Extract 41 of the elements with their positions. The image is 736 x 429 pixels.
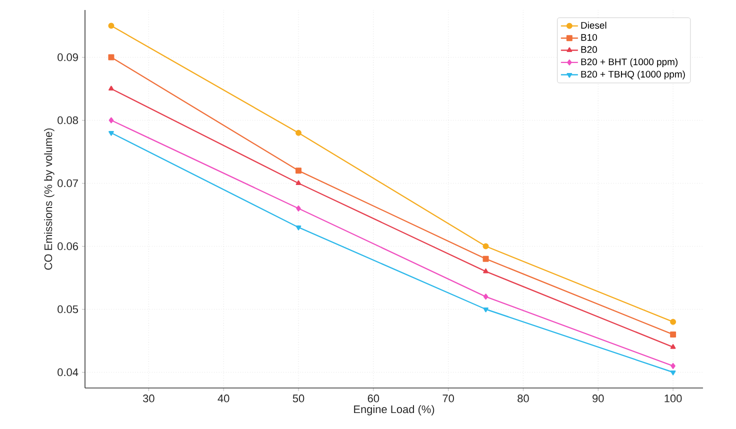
point — [296, 205, 301, 212]
point — [108, 86, 114, 91]
point — [670, 344, 676, 349]
point — [670, 362, 676, 369]
point — [670, 318, 676, 325]
y-axis-title: CO Emissions (% by volume) — [44, 128, 54, 270]
point — [483, 307, 488, 312]
y-tick-label: 0.09 — [58, 53, 78, 62]
legend-label: B20 + BHT (1000 ppm) — [581, 58, 678, 68]
point — [483, 294, 488, 300]
x-tick-label: 40 — [218, 394, 230, 402]
x-tick-label: 50 — [292, 394, 304, 402]
x-tick-label: 80 — [518, 394, 529, 402]
point — [670, 370, 676, 376]
x-tick-label: 90 — [592, 394, 604, 402]
x-tick-label: 30 — [143, 394, 154, 402]
x-tick-label: 100 — [664, 394, 682, 402]
legend-label: B20 + TBHQ (1000 ppm) — [581, 70, 685, 80]
point — [108, 131, 114, 136]
y-tick-label: 0.08 — [58, 116, 78, 124]
point — [482, 256, 489, 262]
legend-label: Diesel — [581, 22, 606, 29]
point — [296, 130, 302, 136]
y-tick-label: 0.07 — [58, 179, 78, 188]
point — [482, 243, 489, 250]
legend-label: B10 — [581, 34, 597, 41]
y-tick-label: 0.06 — [58, 242, 78, 250]
point — [483, 268, 488, 274]
point — [296, 180, 302, 186]
point — [296, 226, 302, 230]
x-tick-label: 60 — [368, 394, 380, 402]
y-tick-label: 0.05 — [58, 305, 78, 314]
point — [670, 331, 676, 338]
point — [108, 54, 114, 60]
x-tick-label: 70 — [442, 394, 454, 402]
x-axis-title: Engine Load (%) — [354, 405, 434, 416]
point — [108, 117, 114, 124]
point — [108, 22, 114, 29]
point — [296, 168, 302, 174]
legend-label: B20 — [581, 46, 597, 53]
y-tick-label: 0.04 — [58, 368, 78, 376]
